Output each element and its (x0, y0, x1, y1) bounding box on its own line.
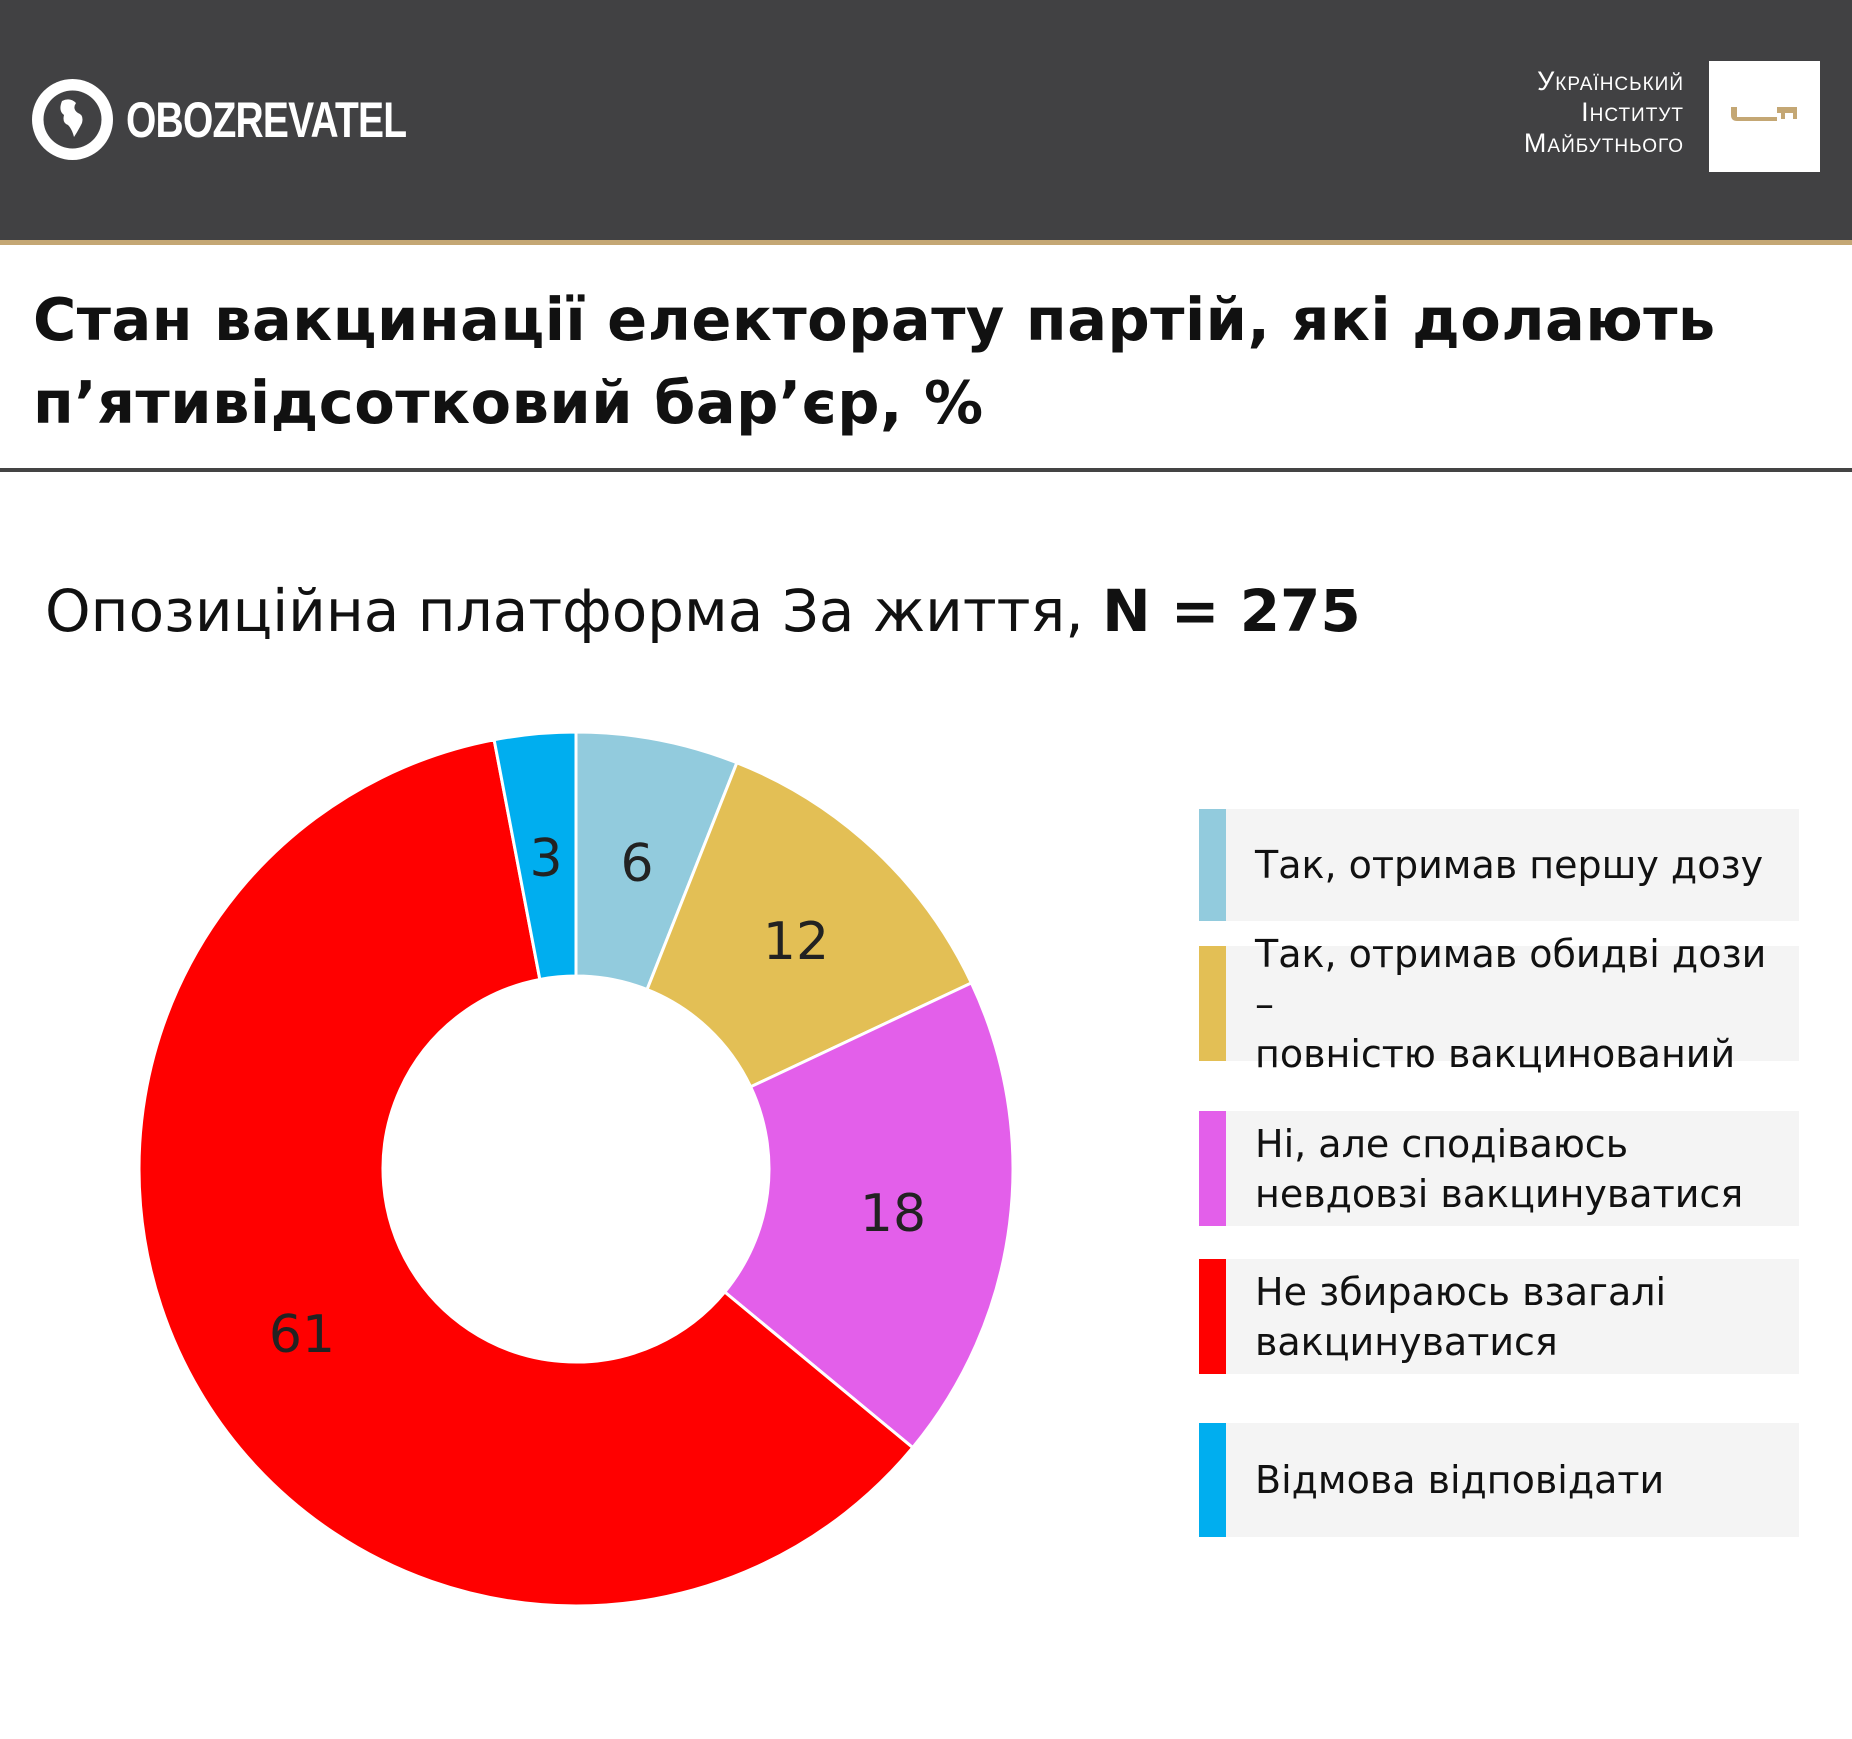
legend-label: Відмова відповідати (1255, 1455, 1795, 1505)
legend-item: Ні, але сподіваюсь невдовзі вакцинуватися (1199, 1111, 1799, 1226)
legend-swatch (1199, 946, 1226, 1061)
legend-swatch (1199, 1259, 1226, 1374)
party-name: Опозиційна платформа За життя, (45, 577, 1103, 645)
header-bar (0, 0, 1852, 240)
gold-divider (0, 240, 1852, 245)
donut-slice (492, 730, 578, 982)
institute-line: Український (1537, 66, 1684, 96)
page-title: Стан вакцинації електорату партій, які д… (33, 278, 1716, 444)
brand-logo: OBOZREVATEL (126, 92, 407, 148)
legend-swatch (1199, 1423, 1226, 1537)
legend-label-line: Відмова відповідати (1255, 1458, 1665, 1502)
title-line: п’ятивідсотковий бар’єр, % (33, 368, 984, 437)
donut-chart: 6 12 18 61 3 (137, 730, 1015, 1608)
legend-item: Не збираюсь взагалі вакцинуватися (1199, 1259, 1799, 1374)
data-label: 61 (269, 1305, 335, 1365)
legend-item: Так, отримав першу дозу (1199, 809, 1799, 921)
legend-label-line: вакцинуватися (1255, 1319, 1558, 1364)
data-label: 6 (620, 834, 653, 894)
institute-name: Український Інститут Майбутнього (1524, 66, 1684, 159)
legend-label-line: повністю вакцинований (1255, 1031, 1736, 1076)
legend-label: Не збираюсь взагалі вакцинуватися (1255, 1267, 1795, 1367)
legend-swatch (1199, 809, 1226, 921)
legend-label-line: невдовзі вакцинуватися (1255, 1171, 1744, 1216)
institute-line: Майбутнього (1523, 128, 1684, 158)
title-line: Стан вакцинації електорату партій, які д… (33, 285, 1716, 354)
globe-logo-icon (32, 79, 113, 160)
institute-line: Інститут (1581, 97, 1684, 127)
legend-label: Так, отримав першу дозу (1255, 840, 1795, 890)
legend-label: Так, отримав обидві дози – повністю вакци… (1255, 929, 1795, 1079)
donut-slice (137, 737, 915, 1608)
chart-subtitle: Опозиційна платформа За життя, N = 275 (45, 576, 1361, 646)
key-logo-icon (1709, 61, 1820, 172)
legend-label-line: Так, отримав першу дозу (1255, 843, 1764, 887)
data-label: 3 (529, 829, 562, 889)
data-label: 12 (763, 912, 829, 972)
legend-item: Так, отримав обидві дози – повністю вакци… (1199, 932, 1799, 1076)
sample-size: N = 275 (1102, 577, 1361, 645)
legend-label-line: Не збираюсь взагалі (1255, 1269, 1667, 1314)
legend-label-line: Так, отримав обидві дози – (1255, 931, 1767, 1026)
legend-label-line: Ні, але сподіваюсь (1255, 1121, 1629, 1166)
legend-swatch (1199, 1111, 1226, 1226)
legend-label: Ні, але сподіваюсь невдовзі вакцинуватися (1255, 1119, 1795, 1219)
title-rule (0, 468, 1852, 472)
donut-slice (645, 760, 974, 1089)
legend-item: Відмова відповідати (1199, 1423, 1799, 1537)
donut-slice (722, 980, 1015, 1450)
data-label: 18 (860, 1184, 926, 1244)
